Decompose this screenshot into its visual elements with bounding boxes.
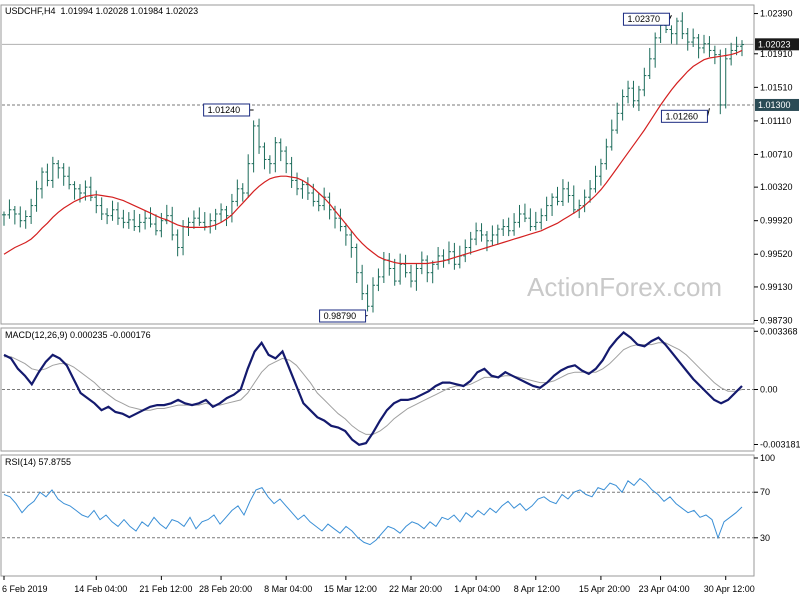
price-y-tick-label: 1.00320 [760,182,793,192]
x-axis: 6 Feb 2019 14 Feb 04:00 21 Feb 12:00 28 Feb… [2,576,755,594]
macd-title: MACD(12,26,9) 0.000235 -0.000176 [5,330,151,340]
price-y-tick-label: 1.01110 [760,116,791,126]
price-y-tick-label: 0.98730 [760,315,793,325]
watermark: ActionForex.com [527,272,722,302]
current-price-label: 1.02023 [758,39,791,49]
macd-layer: 0.003368 0.00 -0.003181 [2,326,800,449]
price-title: USDCHF,H4 1.01994 1.02028 1.01984 1.0202… [5,6,198,16]
support-level-label: 1.01300 [758,100,791,110]
x-tick-label: 23 Apr 04:00 [639,584,690,594]
x-tick-label: 22 Mar 20:00 [389,584,442,594]
macd-y-tick-label: -0.003181 [760,439,800,449]
x-tick-label: 14 Feb 04:00 [74,584,127,594]
annotation-box [203,103,251,117]
x-tick-label: 30 Apr 12:00 [704,584,755,594]
x-tick-label: 21 Feb 12:00 [139,584,192,594]
price-y-tick-label: 1.01910 [760,49,793,59]
price-layer: 1.02390 1.01910 1.01510 1.01110 1.00710 1.003… [2,9,799,325]
rsi-title: RSI(14) 57.8755 [5,457,71,467]
current-price-label-bg [755,38,799,51]
annotation-label: 1.01240 [208,105,241,115]
annotation-box [660,109,708,123]
rsi-line [3,477,743,546]
price-y-tick-label: 0.99520 [760,249,793,259]
annotation-label: 1.02370 [627,14,660,24]
price-panel-frame [0,4,755,325]
price-y-tick-label: 0.99920 [760,216,793,226]
macd-line [3,331,743,446]
x-tick-label: 6 Feb 2019 [2,584,48,594]
macd-y-tick-label: 0.003368 [760,326,798,336]
macd-signal-line [4,342,743,435]
rsi-y-tick-label: 30 [760,533,770,543]
price-y-tick-label: 0.99130 [760,282,793,292]
price-y-tick-label: 1.01510 [760,82,793,92]
price-y-tick-label: 1.02390 [760,9,793,19]
rsi-y-tick-label: 100 [760,453,775,463]
rsi-panel-frame [0,454,755,577]
annotation-label: 1.01260 [665,111,698,121]
x-tick-label: 8 Mar 04:00 [264,584,312,594]
support-level-label-bg [755,98,799,111]
annotation-box [319,309,367,323]
x-tick-label: 15 Mar 12:00 [324,584,377,594]
x-tick-label: 28 Feb 20:00 [199,584,252,594]
price-y-tick-label: 1.00710 [760,149,793,159]
x-tick-label: 1 Apr 04:00 [454,584,500,594]
annotation-label: 0.98790 [324,311,357,321]
x-tick-label: 8 Apr 12:00 [514,584,560,594]
annotation-box [622,12,670,26]
rsi-y-tick-label: 70 [760,487,770,497]
macd-y-tick-label: 0.00 [760,385,778,395]
moving-average-line [3,49,743,265]
rsi-layer: 100 70 30 [2,453,775,546]
x-tick-label: 15 Apr 20:00 [579,584,630,594]
